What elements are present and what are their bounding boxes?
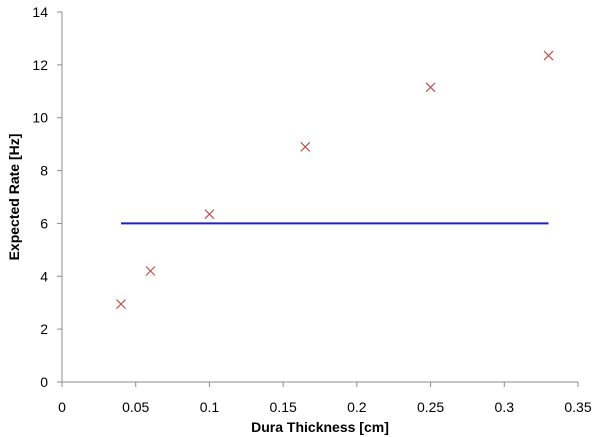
y-tick-label: 4 bbox=[40, 268, 48, 284]
marker-stroke bbox=[204, 209, 215, 220]
axes bbox=[57, 11, 579, 387]
data-series bbox=[116, 50, 554, 309]
y-tick-label: 12 bbox=[32, 57, 48, 73]
y-axis-title: Expected Rate [Hz] bbox=[6, 134, 22, 261]
data-point-x-marker bbox=[145, 266, 156, 276]
data-point-x-marker bbox=[300, 141, 311, 152]
data-point-x-marker bbox=[116, 299, 126, 309]
x-axis-title: Dura Thickness [cm] bbox=[251, 419, 389, 435]
y-tick-labels: 0 2 4 6 8 10 12 14 bbox=[32, 4, 48, 390]
marker-stroke bbox=[300, 141, 311, 152]
marker-stroke bbox=[116, 299, 126, 309]
y-tick-label: 2 bbox=[40, 321, 48, 337]
marker-stroke bbox=[425, 82, 436, 93]
x-tick-label: 0.05 bbox=[122, 399, 149, 415]
x-tick-label: 0.25 bbox=[417, 399, 444, 415]
x-tick-label: 0 bbox=[58, 399, 66, 415]
data-point-x-marker bbox=[204, 209, 215, 220]
data-point-x-marker bbox=[543, 50, 554, 61]
y-tick-label: 8 bbox=[40, 163, 48, 179]
x-tick-label: 0.35 bbox=[564, 399, 591, 415]
y-tick-label: 14 bbox=[32, 4, 48, 20]
x-tick-label: 0.1 bbox=[200, 399, 220, 415]
marker-stroke bbox=[145, 266, 156, 276]
x-tick-label: 0.15 bbox=[270, 399, 297, 415]
data-point-x-marker bbox=[425, 82, 436, 93]
marker-stroke bbox=[543, 50, 554, 61]
x-tick-label: 0.3 bbox=[495, 399, 515, 415]
y-tick-label: 6 bbox=[40, 215, 48, 231]
y-tick-label: 0 bbox=[40, 374, 48, 390]
x-tick-label: 0.2 bbox=[347, 399, 367, 415]
y-tick-label: 10 bbox=[32, 110, 48, 126]
x-tick-labels: 0 0.05 0.1 0.15 0.2 0.25 0.3 0.35 bbox=[58, 399, 592, 415]
